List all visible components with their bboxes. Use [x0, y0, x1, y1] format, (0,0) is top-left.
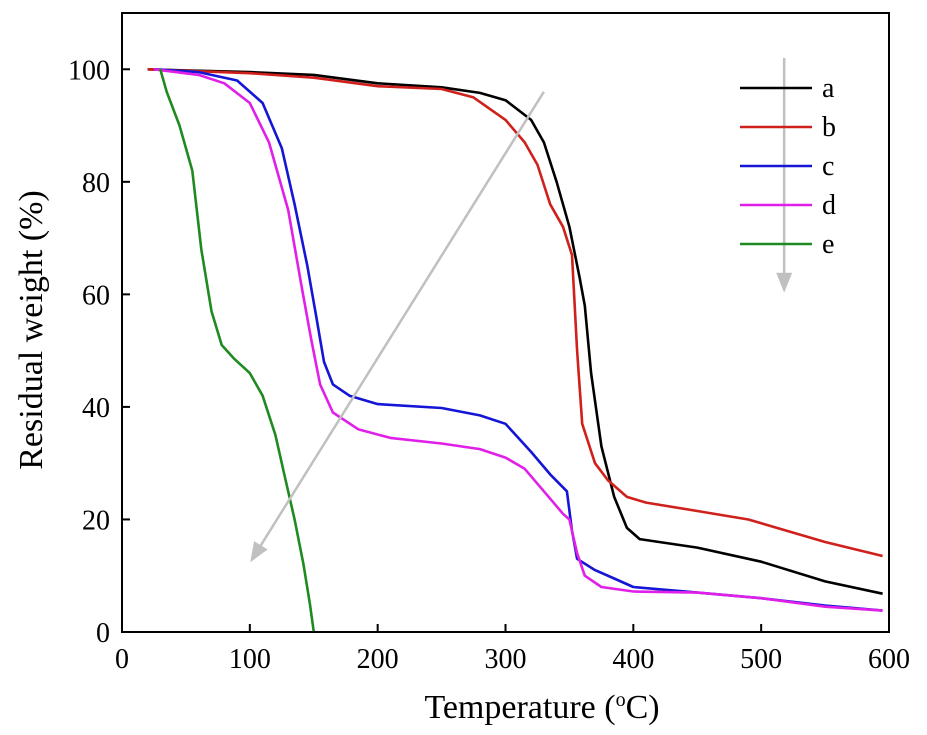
- series-line-e: [159, 68, 316, 633]
- series-line-c: [153, 68, 883, 612]
- y-tick-label: 100: [68, 55, 110, 86]
- x-tick-label: 600: [868, 644, 910, 675]
- x-tick-label: 0: [115, 644, 129, 675]
- x-axis: 0 100 200 300 400 500 600: [115, 624, 910, 675]
- x-axis-title: Temperature (oC): [424, 689, 659, 726]
- x-tick-label: 100: [229, 644, 271, 675]
- y-axis: 0 20 40 60 80 100: [68, 55, 130, 649]
- x-tick-label: 500: [740, 644, 782, 675]
- x-tick-label: 400: [612, 644, 654, 675]
- x-tick-label: 300: [485, 644, 527, 675]
- legend-label-c: c: [822, 151, 834, 182]
- legend-label-a: a: [822, 73, 835, 104]
- series-line-a: [147, 68, 883, 595]
- y-tick-label: 0: [96, 618, 110, 649]
- plot-lines: [147, 68, 883, 633]
- legend-label-b: b: [822, 112, 836, 143]
- legend-label-e: e: [822, 229, 834, 260]
- y-tick-label: 60: [82, 280, 110, 311]
- series-line-b: [147, 68, 883, 558]
- y-tick-label: 40: [82, 393, 110, 424]
- legend-label-d: d: [822, 190, 836, 221]
- y-tick-label: 20: [82, 505, 110, 536]
- x-axis-title-superscript: o: [616, 689, 626, 711]
- y-axis-title: Residual weight (%): [13, 190, 50, 470]
- trend-arrow-1: [250, 91, 545, 563]
- annotation-arrows: [250, 58, 793, 563]
- x-tick-label: 200: [357, 644, 399, 675]
- plot-frame: [121, 12, 890, 633]
- series-line-d: [153, 68, 883, 612]
- y-tick-label: 80: [82, 168, 110, 199]
